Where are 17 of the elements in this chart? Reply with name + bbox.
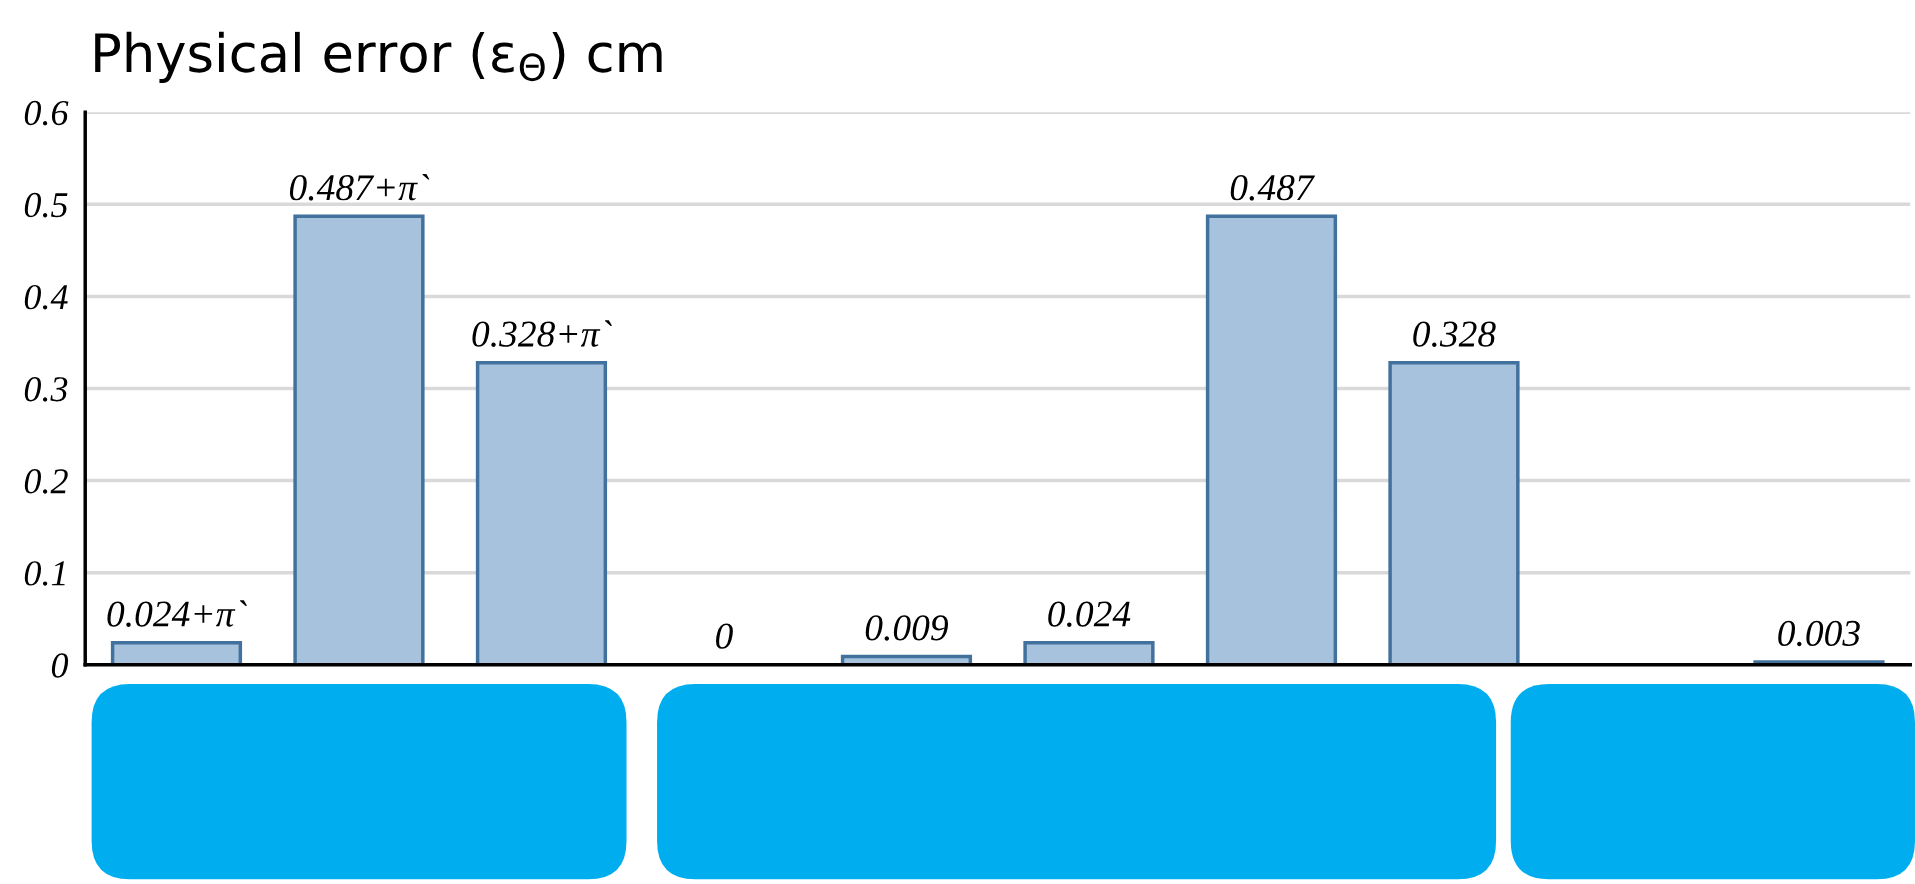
y-tick-label: 0.2 (24, 469, 68, 494)
data-label: 0.024 (1048, 601, 1131, 627)
data-label: 0.009 (865, 615, 949, 641)
data-label: 0.328 (1413, 321, 1496, 347)
y-tick-label: 0.1 (24, 561, 65, 586)
data-label: 0.487 (1230, 175, 1315, 201)
y-tick-label: 0.6 (24, 100, 69, 126)
y-tick-label: 0.3 (24, 377, 68, 402)
y-tick-label: 0.5 (24, 192, 68, 218)
data-label: 0.024+π` (107, 600, 247, 627)
y-tick-label: 0.4 (24, 284, 68, 310)
data-label: 0.328+π` (472, 320, 612, 347)
data-label: 0.003 (1778, 620, 1860, 647)
data-label: 0 (716, 623, 733, 649)
data-label: 0.487+π` (289, 173, 430, 201)
y-tick-label: 0 (51, 653, 69, 678)
chart-title: Physical error (ε$_{Θ}$) cm (95, 31, 662, 83)
